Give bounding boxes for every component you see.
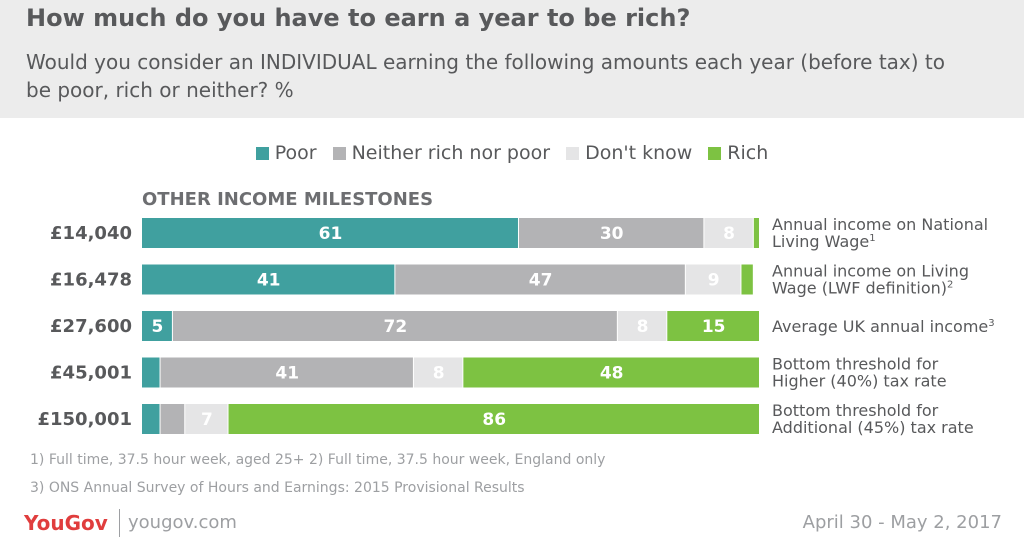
row-note: Additional (45%) tax rate (772, 418, 974, 437)
footnote-2: 3) ONS Annual Survey of Hours and Earnin… (30, 480, 525, 496)
data-label: 47 (529, 271, 553, 291)
legend-label: Poor (274, 142, 317, 164)
legend-swatch (708, 146, 722, 160)
legend-item-1: Neither rich nor poor (332, 142, 551, 164)
data-label: 41 (257, 271, 281, 291)
bar-segment (142, 311, 172, 341)
data-label: 7 (201, 410, 213, 430)
bar-segment (142, 264, 395, 295)
data-label: 48 (600, 364, 624, 384)
bar-segment (185, 404, 228, 434)
row-note: Bottom threshold for (772, 355, 939, 374)
section-label: OTHER INCOME MILESTONES (142, 189, 434, 210)
row-note: Higher (40%) tax rate (772, 372, 947, 391)
chart-subtitle: Would you consider an INDIVIDUAL earning… (26, 50, 945, 102)
category-label: £150,001 (37, 409, 132, 430)
row-note: Wage (LWF definition)2 (772, 279, 953, 298)
bar-segment (228, 404, 759, 434)
bar-segment (617, 311, 667, 341)
legend-item-2: Don't know (566, 142, 692, 164)
legend-swatch (332, 146, 346, 160)
logo-divider (119, 509, 120, 537)
bar-segment (753, 218, 759, 248)
row-note: Average UK annual income3 (772, 317, 995, 336)
yougov-logo: YouGov (24, 511, 108, 535)
data-label: 8 (637, 317, 649, 337)
bar-segment (172, 311, 617, 341)
data-label: 41 (275, 364, 299, 384)
chart-title: How much do you have to earn a year to b… (26, 4, 691, 32)
legend-label: Don't know (585, 142, 693, 164)
data-label: 5 (152, 317, 164, 337)
data-label: 72 (384, 317, 408, 337)
legend-swatch (566, 146, 580, 160)
bar-segment (413, 357, 463, 388)
bar-segment (160, 404, 185, 434)
data-label: 8 (723, 224, 735, 244)
row-note: Bottom threshold for (772, 401, 939, 420)
bar-segment (685, 264, 741, 295)
data-label: 9 (708, 271, 720, 291)
data-label: 30 (600, 224, 624, 244)
stacked-bar-chart: £14,040 61 30 8 Annual income on NationalLiv… (37, 215, 995, 437)
site-url: yougov.com (128, 512, 237, 533)
data-label: 15 (702, 317, 726, 337)
data-label: 86 (482, 410, 506, 430)
data-label: 61 (319, 224, 343, 244)
bar-segment (667, 311, 759, 341)
bar-segment (395, 264, 685, 295)
legend: Poor Neither rich nor poor Don't know Rich (0, 138, 1024, 168)
legend-label: Neither rich nor poor (351, 142, 551, 164)
bar-segment (741, 264, 753, 295)
legend-label: Rich (727, 142, 769, 164)
row-note: Annual income on National (772, 215, 988, 234)
category-label: £45,001 (50, 363, 132, 384)
bar-segment (704, 218, 753, 248)
survey-date: April 30 - May 2, 2017 (802, 512, 1002, 533)
category-label: £27,600 (50, 316, 132, 337)
legend-item-3: Rich (708, 142, 768, 164)
bar-segment (518, 218, 704, 248)
category-label: £14,040 (50, 223, 132, 244)
bar-segment (142, 404, 160, 434)
header-band: How much do you have to earn a year to b… (0, 0, 1024, 118)
bar-segment (160, 357, 413, 388)
footnote-1: 1) Full time, 37.5 hour week, aged 25+ 2… (30, 452, 606, 468)
data-label: 8 (433, 364, 445, 384)
bar-segment (463, 357, 759, 388)
row-note: Annual income on Living (772, 262, 969, 281)
bar-segment (142, 357, 160, 388)
legend-swatch (255, 146, 269, 160)
legend-item-0: Poor (255, 142, 317, 164)
bar-segment (142, 218, 518, 248)
category-label: £16,478 (50, 270, 132, 291)
row-note: Living Wage1 (772, 232, 876, 251)
